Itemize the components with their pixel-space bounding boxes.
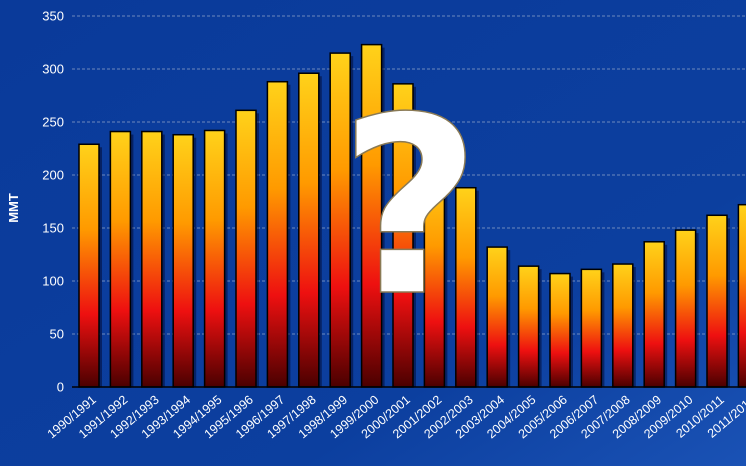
- bar: [737, 203, 746, 388]
- y-tick-label: 0: [57, 380, 64, 395]
- bar: [109, 130, 132, 388]
- y-tick-label: 50: [50, 327, 64, 342]
- bar: [266, 80, 289, 388]
- bars: [78, 43, 746, 388]
- y-tick-label: 150: [42, 221, 64, 236]
- bar: [612, 263, 634, 388]
- bar: [549, 272, 571, 388]
- bar: [486, 246, 508, 388]
- y-tick-label: 100: [42, 274, 64, 289]
- bar: [298, 72, 320, 388]
- bar: [203, 129, 226, 388]
- bar: [235, 109, 257, 388]
- y-axis-title: MMT: [6, 193, 21, 223]
- bar: [580, 268, 603, 388]
- bar: [78, 143, 100, 388]
- question-mark-annotation: ?: [339, 65, 481, 350]
- bar: [517, 265, 540, 388]
- bar: [643, 241, 665, 388]
- y-tick-labels: 0 50 100 150 200 250 300 350: [42, 9, 64, 395]
- y-tick-label: 200: [42, 168, 64, 183]
- bar: [141, 130, 163, 388]
- bar: [674, 229, 697, 388]
- y-tick-label: 350: [42, 9, 64, 24]
- bar: [706, 214, 728, 388]
- bar: [172, 133, 194, 388]
- y-tick-label: 300: [42, 62, 64, 77]
- y-tick-label: 250: [42, 115, 64, 130]
